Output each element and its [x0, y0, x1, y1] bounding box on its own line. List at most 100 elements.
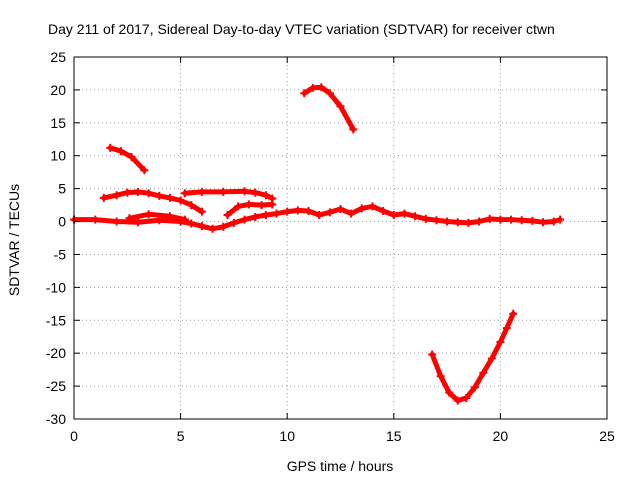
y-tick-label: 10: [50, 148, 66, 164]
data-point: [251, 188, 260, 197]
x-tick-label: 20: [493, 428, 509, 444]
x-tick-label: 25: [599, 428, 615, 444]
data-point: [357, 204, 366, 213]
data-point: [432, 216, 441, 225]
series-line-track-low-mid: [126, 211, 188, 223]
data-point: [223, 210, 232, 219]
data-point: [325, 208, 334, 217]
data-point: [187, 201, 196, 210]
plot-frame: [73, 56, 608, 420]
data-point: [368, 202, 377, 211]
data-point: [197, 222, 206, 231]
data-point: [187, 219, 196, 228]
data-point: [464, 218, 473, 227]
data-point: [272, 209, 281, 218]
y-tick-label: 15: [50, 115, 66, 131]
data-point: [470, 383, 479, 392]
data-point: [180, 189, 189, 198]
data-point: [261, 191, 270, 200]
data-point: [336, 205, 345, 214]
y-tick-label: 0: [58, 214, 66, 230]
data-point: [517, 216, 526, 225]
y-tick-label: -30: [46, 411, 66, 427]
y-tick-label: -20: [46, 345, 66, 361]
y-axis-title: SDTVAR / TECUs: [6, 184, 22, 296]
data-point: [165, 212, 174, 221]
data-point: [180, 215, 189, 224]
data-point: [453, 396, 462, 405]
data-point: [487, 354, 496, 363]
data-point: [133, 218, 142, 227]
y-tick-label: 20: [50, 82, 66, 98]
data-point: [197, 207, 206, 216]
data-point: [112, 191, 121, 200]
data-point: [453, 218, 462, 227]
x-tick-label: 0: [70, 428, 78, 444]
data-point: [443, 217, 452, 226]
series-line-track-rising-1: [107, 145, 147, 173]
y-tick-label: 25: [50, 49, 66, 65]
data-point: [349, 125, 358, 134]
y-tick-label: 5: [58, 181, 66, 197]
data-point: [304, 207, 313, 216]
data-point: [389, 210, 398, 219]
data-point: [549, 217, 558, 226]
data-point: [509, 309, 518, 318]
y-tick-label: -25: [46, 378, 66, 394]
data-point: [125, 214, 134, 223]
data-point: [240, 215, 249, 224]
series-line-track-upper-left: [101, 189, 205, 215]
data-point: [379, 207, 388, 216]
data-point: [428, 350, 437, 359]
data-point: [144, 210, 153, 219]
x-tick-label: 5: [177, 428, 185, 444]
data-point: [99, 193, 108, 202]
data-point: [479, 368, 488, 377]
data-point: [462, 393, 471, 402]
data-point: [140, 166, 149, 175]
x-tick-label: 10: [279, 428, 295, 444]
data-point: [234, 202, 243, 211]
data-point: [293, 206, 302, 215]
data-point: [445, 388, 454, 397]
data-point: [436, 372, 445, 381]
chart-title: Day 211 of 2017, Sidereal Day-to-day VTE…: [48, 21, 555, 37]
data-point: [240, 187, 249, 196]
x-axis-title: GPS time / hours: [287, 458, 394, 474]
data-point: [244, 200, 253, 209]
data-point: [144, 189, 153, 198]
data-point: [317, 83, 326, 92]
data-point: [283, 207, 292, 216]
data-point: [123, 188, 132, 197]
data-point: [528, 216, 537, 225]
y-tick-label: -10: [46, 279, 66, 295]
data-point: [347, 209, 356, 218]
data-point: [421, 214, 430, 223]
data-point: [219, 222, 228, 231]
data-point: [556, 215, 565, 224]
data-point: [155, 191, 164, 200]
data-point: [496, 337, 505, 346]
data-point: [496, 215, 505, 224]
data-point: [411, 212, 420, 221]
data-point: [507, 215, 516, 224]
y-tick-label: -5: [54, 246, 67, 262]
data-point: [502, 324, 511, 333]
data-point: [112, 217, 121, 226]
data-point: [325, 89, 334, 98]
data-point: [229, 218, 238, 227]
y-tick-label: -15: [46, 312, 66, 328]
data-point: [336, 102, 345, 111]
data-point: [116, 147, 125, 156]
data-point: [219, 187, 228, 196]
data-point: [315, 210, 324, 219]
data-point: [251, 212, 260, 221]
data-point: [165, 193, 174, 202]
data-series: [70, 83, 565, 405]
data-point: [127, 153, 136, 162]
data-point: [208, 224, 217, 233]
data-point: [268, 200, 277, 209]
data-point: [133, 187, 142, 196]
